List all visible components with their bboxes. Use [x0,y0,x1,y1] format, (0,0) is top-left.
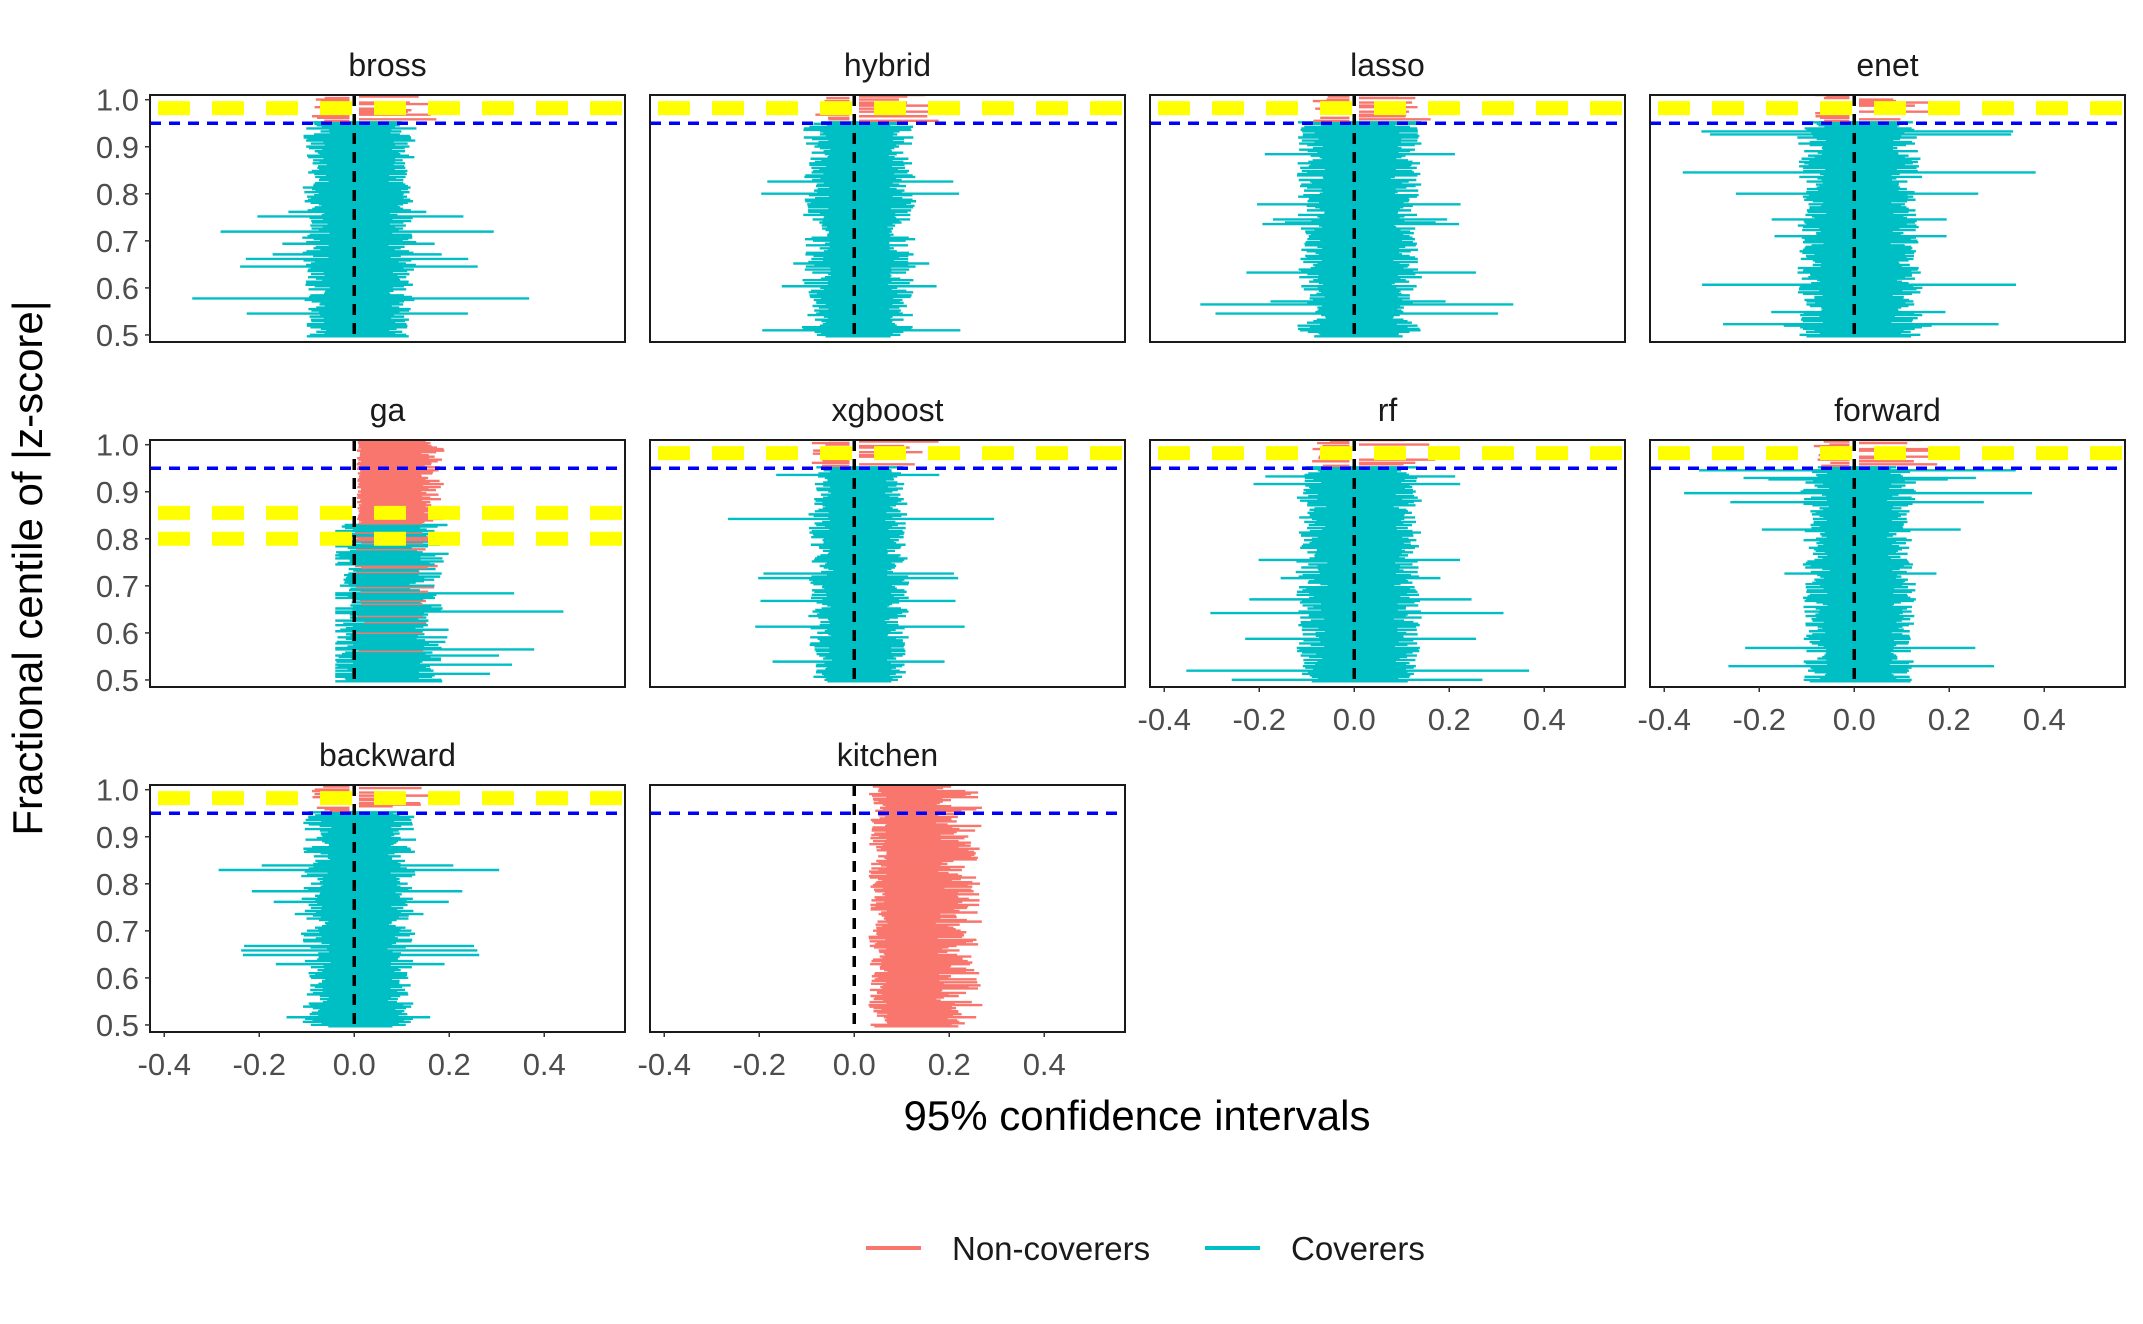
interval-layer [1150,95,1625,342]
x-tick-label: -0.2 [1233,702,1286,737]
interval-layer [150,440,625,687]
facet-title: enet [1856,47,1918,83]
legend-item: Coverers [1205,1230,1425,1267]
x-tick-label: 0.4 [1523,702,1566,737]
facet-title: backward [319,737,456,773]
panel-border [149,439,626,688]
facet-kitchen: kitchen -0.4 -0.2 0.0 0.2 0.4 [638,737,1126,1082]
y-tick-label: 0.9 [96,820,139,855]
x-tick-label: -0.4 [138,1047,191,1082]
facet-enet: enet [1649,47,2126,343]
facet-rf: rf -0.4 -0.2 0.0 0.2 0.4 [1138,392,1626,737]
y-tick-label: 0.5 [96,663,139,698]
interval-layer [650,785,1125,1032]
x-tick-label: 0.4 [523,1047,566,1082]
y-tick-label: 0.8 [96,522,139,557]
legend: Non-coverers Coverers [866,1230,1425,1267]
panel-border [1649,439,2126,688]
x-tick-label: 0.0 [833,1047,876,1082]
y-tick-label: 1.0 [96,773,139,808]
interval-layer [150,95,625,342]
panel-border [649,439,1126,688]
facet-title: lasso [1350,47,1425,83]
x-tick-label: 0.2 [1928,702,1971,737]
facet-backward: backward 0.5 0.6 0.7 0.8 0.9 1.0 -0.4 -0.2 0.0 0.2… [96,737,626,1082]
facet-panels: bross 0.5 0.6 0.7 0.8 0.9 1.0 hybrid lasso enet ga… [96,47,2126,1082]
panel-border [149,784,626,1033]
y-tick-label: 0.8 [96,867,139,902]
panel-border [149,94,626,343]
x-tick-label: -0.2 [1733,702,1786,737]
panel-border [1649,94,2126,343]
panel-border [649,784,1126,1033]
facet-xgboost: xgboost [649,392,1126,688]
legend-label: Coverers [1291,1230,1425,1267]
interval-layer [150,785,625,1032]
x-tick-label: -0.4 [1638,702,1691,737]
interval-layer [1650,95,2125,342]
facet-title: xgboost [831,392,943,428]
y-tick-label: 1.0 [96,83,139,118]
facet-title: bross [348,47,426,83]
interval-layer [1150,440,1625,687]
panel-border [649,94,1126,343]
x-tick-label: -0.4 [638,1047,691,1082]
facet-ga: ga 0.5 0.6 0.7 0.8 0.9 1.0 [96,392,626,698]
y-tick-label: 0.7 [96,569,139,604]
x-tick-label: -0.4 [1138,702,1191,737]
interval-layer [650,440,1125,687]
y-tick-label: 0.9 [96,130,139,165]
facet-hybrid: hybrid [649,47,1126,343]
interval-layer [1650,440,2125,687]
facet-title: hybrid [844,47,931,83]
legend-item: Non-coverers [866,1230,1150,1267]
x-tick-label: 0.2 [428,1047,471,1082]
y-tick-label: 0.5 [96,1008,139,1043]
y-tick-label: 0.7 [96,224,139,259]
x-tick-label: 0.2 [1428,702,1471,737]
x-tick-label: 0.4 [1023,1047,1066,1082]
facet-title: kitchen [837,737,938,773]
panel-border [1149,94,1626,343]
x-tick-label: 0.0 [333,1047,376,1082]
y-tick-label: 0.6 [96,271,139,306]
interval-layer [650,95,1125,342]
y-tick-label: 0.5 [96,318,139,353]
x-axis-title: 95% confidence intervals [904,1092,1371,1139]
panel-border [1149,439,1626,688]
x-tick-label: -0.2 [733,1047,786,1082]
x-tick-label: 0.0 [1833,702,1876,737]
y-tick-label: 0.6 [96,616,139,651]
legend-label: Non-coverers [952,1230,1150,1267]
y-tick-label: 0.8 [96,177,139,212]
x-tick-label: 0.4 [2023,702,2066,737]
facet-title: forward [1834,392,1941,428]
x-tick-label: -0.2 [233,1047,286,1082]
facet-lasso: lasso [1149,47,1626,343]
facet-bross: bross 0.5 0.6 0.7 0.8 0.9 1.0 [96,47,626,353]
y-tick-label: 0.6 [96,961,139,996]
y-tick-label: 1.0 [96,428,139,463]
x-tick-label: 0.2 [928,1047,971,1082]
facet-forward: forward -0.4 -0.2 0.0 0.2 0.4 [1638,392,2126,737]
y-tick-label: 0.9 [96,475,139,510]
y-axis-title: Fractional centile of |z-score| [4,300,51,835]
facet-title: ga [370,392,406,428]
y-tick-label: 0.7 [96,914,139,949]
facet-title: rf [1378,392,1398,428]
x-tick-label: 0.0 [1333,702,1376,737]
